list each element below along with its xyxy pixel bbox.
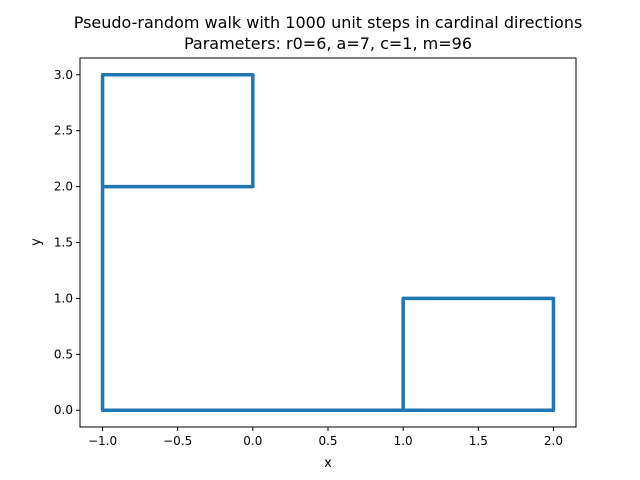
x-tick-label: −1.0 [88, 434, 117, 448]
chart-subtitle: Parameters: r0=6, a=7, c=1, m=96 [184, 34, 472, 53]
y-axis-label: y [29, 238, 44, 246]
x-axis-ticks: −1.0 −0.5 0.0 0.5 1.0 1.5 2.0 [88, 427, 563, 448]
x-tick-label: 0.0 [243, 434, 262, 448]
y-axis-ticks: 0.0 0.5 1.0 1.5 2.0 2.5 3.0 [54, 68, 80, 417]
y-tick-label: 0.5 [54, 347, 73, 361]
x-tick-label: 2.0 [544, 434, 563, 448]
x-tick-label: 1.0 [394, 434, 413, 448]
y-tick-label: 0.0 [54, 403, 73, 417]
y-tick-label: 3.0 [54, 68, 73, 82]
x-tick-label: 0.5 [318, 434, 337, 448]
plot-frame [79, 57, 577, 428]
y-tick-label: 2.5 [54, 124, 73, 138]
x-tick-label: −0.5 [163, 434, 192, 448]
y-tick-label: 2.0 [54, 180, 73, 194]
series-line-0 [100, 73, 556, 412]
series-layer [100, 73, 556, 412]
x-tick-label: 1.5 [469, 434, 488, 448]
y-tick-label: 1.0 [54, 291, 73, 305]
chart-title: Pseudo-random walk with 1000 unit steps … [74, 13, 583, 32]
y-tick-label: 1.5 [54, 236, 73, 250]
x-axis-label: x [324, 456, 332, 471]
plot-area [79, 57, 577, 428]
